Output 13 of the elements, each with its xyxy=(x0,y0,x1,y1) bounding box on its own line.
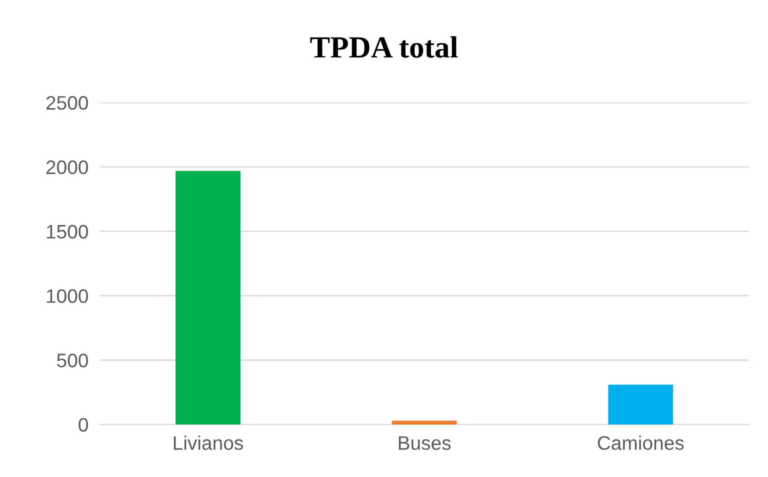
x-tick-label: Buses xyxy=(398,436,451,450)
bar xyxy=(176,170,240,425)
y-tick-label: 500 xyxy=(57,354,88,368)
bar xyxy=(392,420,457,425)
y-tick-label: 1000 xyxy=(46,289,88,303)
x-tick-label: Livianos xyxy=(174,436,243,450)
y-tick-label: 2000 xyxy=(46,160,88,174)
y-tick-label: 0 xyxy=(78,418,88,432)
x-tick-label: Camiones xyxy=(598,436,684,450)
chart-title: TPDA total xyxy=(310,36,458,58)
y-tick-label: 1500 xyxy=(46,224,88,239)
y-tick-label: 2500 xyxy=(46,96,88,110)
bar xyxy=(608,384,674,425)
